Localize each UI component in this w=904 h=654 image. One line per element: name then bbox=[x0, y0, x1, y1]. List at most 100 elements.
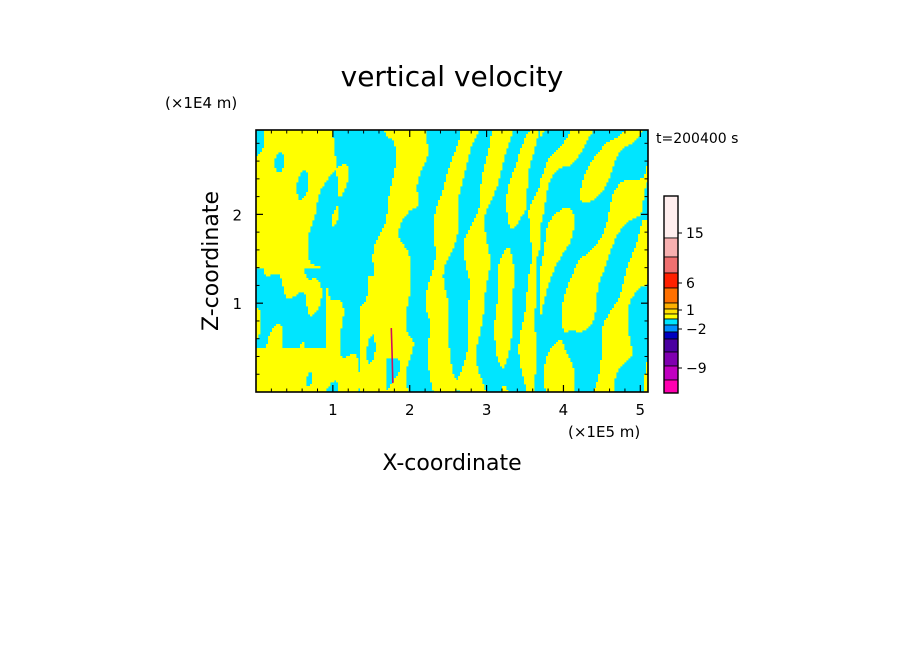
field-positive-band bbox=[256, 242, 309, 245]
colorbar-swatch bbox=[663, 195, 679, 239]
field-positive-band bbox=[606, 224, 625, 227]
field-positive-band bbox=[506, 202, 527, 205]
field-positive-band bbox=[388, 196, 419, 199]
field-positive-band bbox=[256, 328, 261, 331]
field-positive-band bbox=[256, 198, 299, 201]
field-positive-band bbox=[256, 312, 261, 315]
field-positive-band bbox=[458, 140, 475, 143]
field-positive-band bbox=[434, 240, 457, 243]
field-positive-band bbox=[434, 234, 457, 237]
field-positive-band bbox=[606, 226, 623, 229]
field-positive-band bbox=[540, 288, 547, 291]
field-positive-band bbox=[594, 246, 613, 249]
field-positive-band bbox=[342, 164, 347, 167]
field-positive-band bbox=[326, 310, 345, 313]
field-positive-band bbox=[338, 186, 347, 189]
field-positive-band bbox=[614, 190, 645, 193]
field-positive-band bbox=[518, 352, 537, 355]
field-positive-band bbox=[338, 176, 349, 179]
field-positive-band bbox=[466, 262, 491, 265]
field-positive-band bbox=[526, 388, 535, 391]
x-tick-label: 2 bbox=[405, 401, 415, 419]
field-positive-band bbox=[530, 226, 541, 229]
field-positive-band bbox=[644, 378, 648, 381]
field-positive-band bbox=[506, 206, 527, 209]
field-positive-band bbox=[256, 222, 313, 225]
field-positive-band bbox=[580, 258, 609, 261]
field-positive-band bbox=[360, 334, 373, 337]
field-positive-band bbox=[308, 310, 317, 313]
field-positive-band bbox=[482, 172, 501, 175]
field-positive-band bbox=[540, 310, 543, 313]
field-positive-band bbox=[522, 370, 537, 373]
field-positive-band bbox=[256, 386, 329, 389]
field-positive-band bbox=[546, 228, 575, 231]
field-positive-band bbox=[256, 250, 309, 253]
field-positive-band bbox=[486, 156, 505, 159]
field-positive-band bbox=[256, 316, 261, 319]
field-positive-band bbox=[584, 174, 611, 177]
field-positive-band bbox=[600, 360, 627, 363]
field-positive-band bbox=[394, 174, 421, 177]
field-positive-band bbox=[432, 384, 485, 387]
field-positive-band bbox=[400, 368, 407, 371]
field-positive-band bbox=[436, 206, 459, 209]
field-positive-band bbox=[624, 280, 648, 283]
field-positive-band bbox=[540, 302, 545, 305]
field-positive-band bbox=[464, 240, 487, 243]
field-positive-band bbox=[264, 134, 333, 137]
field-positive-band bbox=[256, 258, 309, 261]
field-positive-band bbox=[430, 330, 449, 333]
field-positive-band bbox=[470, 278, 489, 281]
x-tick-label: 5 bbox=[636, 401, 646, 419]
field-positive-band bbox=[256, 362, 359, 365]
field-positive-band bbox=[578, 262, 607, 265]
field-positive-band bbox=[256, 266, 321, 269]
field-positive-band bbox=[488, 148, 507, 151]
field-positive-band bbox=[256, 256, 309, 259]
field-positive-band bbox=[528, 286, 537, 289]
field-positive-band bbox=[360, 368, 387, 371]
field-positive-band bbox=[256, 388, 327, 391]
field-positive-band bbox=[338, 192, 343, 195]
field-positive-band bbox=[566, 138, 589, 141]
field-positive-band bbox=[530, 270, 537, 273]
field-positive-band bbox=[600, 368, 619, 371]
field-positive-band bbox=[386, 134, 427, 137]
field-positive-band bbox=[518, 348, 537, 351]
field-positive-band bbox=[256, 166, 275, 169]
field-positive-band bbox=[468, 312, 485, 315]
field-positive-band bbox=[468, 324, 483, 327]
field-positive-band bbox=[518, 160, 531, 163]
field-positive-band bbox=[544, 246, 567, 249]
field-positive-band bbox=[602, 330, 629, 333]
field-positive-band bbox=[540, 282, 549, 285]
field-positive-band bbox=[464, 364, 477, 367]
field-positive-band bbox=[390, 384, 407, 387]
field-positive-band bbox=[368, 276, 411, 279]
field-positive-band bbox=[620, 182, 647, 185]
field-positive-band bbox=[430, 322, 449, 325]
field-positive-band bbox=[590, 162, 615, 165]
field-positive-band bbox=[372, 360, 387, 363]
field-positive-band bbox=[272, 328, 283, 331]
field-positive-band bbox=[604, 232, 619, 235]
field-positive-band bbox=[540, 184, 549, 187]
field-positive-band bbox=[430, 320, 449, 323]
field-positive-band bbox=[530, 272, 537, 275]
field-positive-band bbox=[326, 294, 329, 297]
field-positive-band bbox=[428, 368, 453, 371]
field-positive-band bbox=[562, 312, 595, 315]
field-positive-band bbox=[470, 284, 487, 287]
field-positive-band bbox=[520, 360, 537, 363]
field-positive-band bbox=[338, 178, 349, 181]
field-positive-band bbox=[256, 260, 311, 263]
field-positive-band bbox=[518, 154, 533, 157]
field-positive-band bbox=[524, 142, 537, 145]
field-positive-band bbox=[454, 152, 471, 155]
field-positive-band bbox=[498, 286, 515, 289]
field-positive-band bbox=[520, 152, 535, 155]
field-positive-band bbox=[562, 322, 593, 325]
field-positive-band bbox=[374, 272, 411, 275]
field-positive-band bbox=[498, 360, 507, 363]
